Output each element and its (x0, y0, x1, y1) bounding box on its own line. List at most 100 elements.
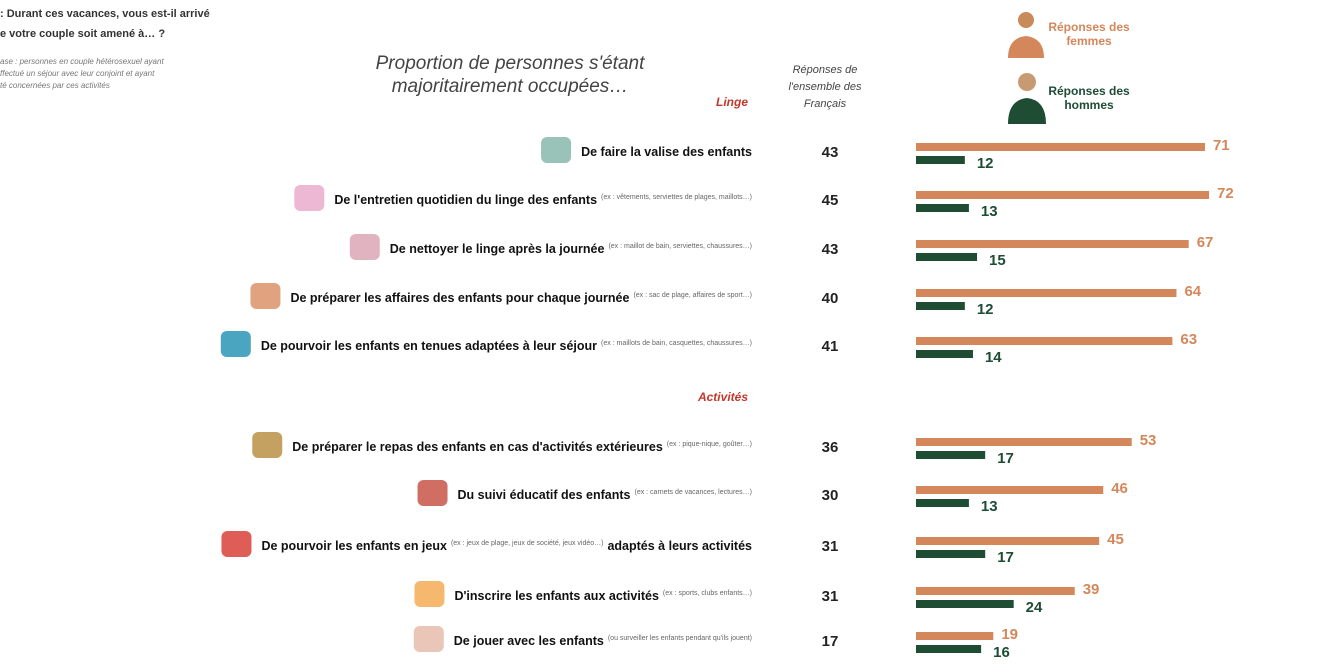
row-label-suffix: adaptés à leurs activités (607, 539, 752, 553)
women-bar (916, 537, 1099, 545)
total-value: 17 (822, 633, 839, 650)
row-label-main: De préparer les affaires des enfants pou… (290, 291, 629, 305)
row-label-note: (ex : carnets de vacances, lectures…) (635, 489, 753, 496)
title-box: Proportion de personnes s'étant majorita… (330, 52, 690, 112)
men-bar (916, 499, 969, 507)
legend-men-box: Réponses des hommes (1044, 84, 1154, 124)
row-label: De nettoyer le linge après la journée(ex… (390, 242, 752, 256)
total-value: 41 (822, 338, 839, 355)
men-value: 24 (1026, 599, 1043, 616)
row-label-note: (ex : jeux de plage, jeux de société, je… (451, 540, 604, 547)
row-label-note: (ex : maillot de bain, serviettes, chaus… (608, 243, 752, 250)
men-bar (916, 600, 1014, 608)
row-label: De jouer avec les enfants (ou surveiller … (454, 634, 752, 648)
row-icon (541, 137, 571, 163)
men-value: 13 (981, 498, 998, 515)
men-bar (916, 253, 977, 261)
women-bar (916, 632, 993, 640)
legend-women-box: Réponses des femmes (1044, 20, 1154, 60)
row-label-main: D'inscrire les enfants aux activités (454, 589, 659, 603)
women-bar (916, 289, 1176, 297)
women-value: 39 (1083, 581, 1100, 598)
total-value: 36 (822, 439, 839, 456)
men-bar (916, 645, 981, 653)
row-icon (294, 185, 324, 211)
row-label-main: De pourvoir les enfants en tenues adapté… (261, 339, 597, 353)
total-value: 30 (822, 487, 839, 504)
men-bar (916, 302, 965, 310)
chart: : Durant ces vacances, vous est-il arriv… (0, 0, 1341, 671)
question: e votre couple soit amené à… ? (0, 28, 165, 40)
row-label-main: Du suivi éducatif des enfants (458, 488, 631, 502)
men-bar (916, 204, 969, 212)
row-label: De pourvoir les enfants en jeux (ex : jeu… (261, 539, 752, 553)
legend-women: Réponses des femmes (1044, 20, 1134, 48)
total-value: 45 (822, 192, 839, 209)
men-value: 15 (989, 252, 1006, 269)
men-value: 17 (997, 549, 1014, 566)
men-value: 12 (977, 301, 994, 318)
women-value: 64 (1184, 283, 1201, 300)
row-label-main: De pourvoir les enfants en jeux (261, 539, 447, 553)
women-value: 71 (1213, 137, 1230, 154)
women-bar (916, 191, 1209, 199)
total-value: 31 (822, 538, 839, 555)
men-value: 17 (997, 450, 1014, 467)
row-label: Du suivi éducatif des enfants (ex : carne… (458, 488, 752, 502)
total-value: 43 (822, 241, 839, 258)
women-value: 63 (1180, 331, 1197, 348)
women-value: 45 (1107, 531, 1124, 548)
row-label: De faire la valise des enfants (581, 145, 752, 159)
row-label-note: (ou surveiller les enfants pendant qu'il… (608, 635, 752, 642)
total-header-box: Réponses de l'ensemble des Français (770, 62, 890, 122)
row-label-note: (ex : maillots de bain, casquettes, chau… (601, 340, 752, 347)
row-label-main: De jouer avec les enfants (454, 634, 604, 648)
row-label: D'inscrire les enfants aux activités (ex … (454, 589, 752, 603)
row-label: De préparer les affaires des enfants pou… (290, 291, 752, 305)
men-bar (916, 350, 973, 358)
row-label-note: (ex : vêtements, serviettes de plages, m… (601, 194, 752, 201)
row-icon (221, 531, 251, 557)
total-value: 31 (822, 588, 839, 605)
row-label-main: De nettoyer le linge après la journée (390, 242, 605, 256)
women-bar (916, 143, 1205, 151)
group-title: Activités (697, 390, 748, 404)
men-value: 13 (981, 203, 998, 220)
page: : Durant ces vacances, vous est-il arriv… (0, 0, 1341, 671)
row-label-main: De l'entretien quotidien du linge des en… (334, 193, 597, 207)
women-bar (916, 337, 1172, 345)
legend-men: Réponses des hommes (1044, 84, 1134, 112)
men-bar (916, 550, 985, 558)
men-bar (916, 156, 965, 164)
base-note: ase : personnes en couple hétérosexuel a… (0, 57, 164, 66)
women-value: 67 (1197, 234, 1214, 251)
row-icon (414, 581, 444, 607)
men-value: 16 (993, 644, 1010, 661)
total-value: 40 (822, 290, 839, 307)
women-icon (1008, 12, 1044, 58)
row-label-note: (ex : sac de plage, affaires de sport…) (633, 292, 752, 299)
row-icon (250, 283, 280, 309)
row-icon (221, 331, 251, 357)
women-bar (916, 240, 1189, 248)
base-note: té concernées par ces activités (0, 81, 110, 90)
question: : Durant ces vacances, vous est-il arriv… (0, 8, 210, 20)
row-label-main: De faire la valise des enfants (581, 145, 752, 159)
row-label-main: De préparer le repas des enfants en cas … (292, 440, 663, 454)
men-value: 14 (985, 349, 1002, 366)
women-bar (916, 486, 1103, 494)
row-label-note: (ex : pique-nique, goûter…) (667, 441, 752, 448)
row-label: De pourvoir les enfants en tenues adapté… (261, 339, 752, 353)
row-icon (418, 480, 448, 506)
women-value: 72 (1217, 185, 1234, 202)
women-bar (916, 438, 1132, 446)
chart-title: Proportion de personnes s'étant majorita… (330, 52, 690, 98)
row-label-note: (ex : sports, clubs enfants…) (663, 590, 752, 597)
total-value: 43 (822, 144, 839, 161)
men-value: 12 (977, 155, 994, 172)
men-bar (916, 451, 985, 459)
men-icon (1008, 73, 1046, 124)
row-icon (350, 234, 380, 260)
total-header: Réponses de l'ensemble des Français (770, 62, 880, 113)
